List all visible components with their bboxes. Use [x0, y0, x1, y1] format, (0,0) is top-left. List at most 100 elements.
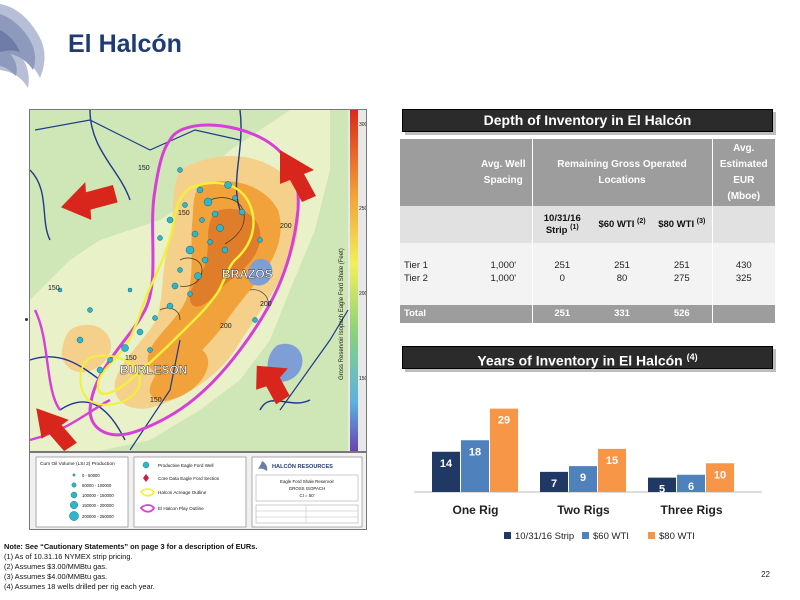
bar-value-label: 6 — [688, 481, 694, 493]
legend-item: Halcon Acreage Outline — [158, 490, 207, 495]
table-row: Tier 1 1,000' 251 251 251 430 — [400, 258, 775, 273]
footnote-line: (3) Assumes $4.00/MMBtu gas. — [4, 572, 108, 581]
legend-map-title: Eagle Ford Shale Reservoir — [280, 479, 334, 484]
table-row: Tier 2 1,000' 0 80 275 325 — [400, 272, 775, 286]
bar-value-label: 29 — [498, 415, 510, 427]
inventory-depth-header: Depth of Inventory in El Halcón — [402, 109, 773, 132]
map-legend: Cum Oil Volume (LSI 2) Production 0 - 50… — [29, 452, 367, 530]
legend-swatch — [582, 532, 589, 539]
inventory-depth-header-text: Depth of Inventory in El Halcón — [483, 112, 692, 128]
colorbar-tick: 250 — [359, 206, 367, 212]
row-label: Tier 2 — [400, 272, 475, 286]
cell-spacing: 1,000' — [475, 272, 532, 286]
contour-label: 150 — [125, 355, 137, 362]
category-label: One Rig — [452, 503, 498, 517]
total-wti80: 526 — [652, 304, 712, 323]
cell-eur: 325 — [711, 272, 775, 286]
legend-map-title: GROSS ISOPACH — [289, 486, 326, 491]
bar-value-label: 15 — [606, 455, 618, 467]
legend-item: El Halcon Play Outline — [158, 506, 204, 511]
bar-one-rig-2 — [490, 408, 518, 492]
sub-header-60: $60 WTI (2) — [592, 206, 652, 243]
total-label: Total — [400, 304, 475, 323]
bar-value-label: 18 — [469, 446, 481, 458]
total-wti60: 331 — [592, 304, 652, 323]
category-label: Three Rigs — [660, 503, 722, 517]
bar-one-rig-1 — [461, 440, 489, 492]
inventory-table: Avg. Well Spacing Remaining Gross Operat… — [400, 139, 775, 323]
footnote-line: (1) As of 10.31.16 NYMEX strip pricing. — [4, 552, 133, 561]
legend-cum-range: 50000 - 100000 — [82, 483, 112, 488]
burleson-label: BURLESON — [120, 363, 187, 377]
bar-value-label: 9 — [580, 472, 586, 484]
colorbar-title: Gross Reservoir Isopach Eagle Ford Shale… — [339, 248, 345, 380]
total-strip: 251 — [531, 304, 592, 323]
cell-wti80: 275 — [652, 272, 712, 286]
page-number: 22 — [761, 570, 770, 579]
legend-map-title: CI = 50' — [299, 493, 314, 498]
colorbar-tick: 300 — [359, 122, 367, 128]
legend-label: $80 WTI — [659, 531, 695, 542]
sub-header-strip: 10/31/16 Strip (1) — [531, 206, 592, 243]
falcon-logo-icon — [0, 4, 45, 88]
bar-value-label: 7 — [551, 478, 557, 490]
col-header-remaining: Remaining Gross Operated Locations — [531, 139, 712, 207]
legend-cum-range: 100000 - 150000 — [82, 493, 114, 498]
inventory-years-header: Years of Inventory in El Halcón (4) — [402, 346, 773, 369]
contour-label: 150 — [48, 285, 60, 292]
colorbar-tick: 150 — [359, 376, 367, 382]
bar-two-rigs-0 — [540, 471, 568, 492]
bar-value-label: 14 — [440, 458, 453, 470]
contour-label: 200 — [220, 323, 232, 330]
legend-swatch — [648, 532, 655, 539]
legend-cum-range: 150000 - 200000 — [82, 503, 114, 508]
bar-three-rigs-2 — [706, 463, 734, 492]
cell-eur: 430 — [711, 258, 775, 273]
inventory-years-header-text: Years of Inventory in El Halcón — [477, 352, 683, 369]
cell-wti60: 80 — [592, 272, 652, 286]
col-header-eur: Avg. Estimated EUR (Mboe) — [711, 139, 775, 207]
footnote-line: (4) Assumes 18 wells drilled per rig eac… — [4, 582, 155, 591]
cell-wti80: 251 — [652, 258, 712, 273]
footnote: Note: See “Cautionary Statements” on pag… — [4, 542, 404, 592]
contour-label: 150 — [138, 165, 150, 172]
cell-spacing: 1,000' — [475, 258, 532, 273]
bar-value-label: 10 — [714, 469, 726, 481]
bar-three-rigs-0 — [648, 477, 676, 492]
years-inventory-chart: 14 18 29 One Rig 7 9 15 Two Rigs 5 6 10 Three Rigs 1… — [414, 408, 762, 542]
legend-label: 10/31/16 Strip — [515, 531, 574, 542]
bar-two-rigs-1 — [569, 466, 597, 492]
row-label: Tier 1 — [400, 258, 475, 273]
legend-cum-title: Cum Oil Volume (LSI 2) Production — [40, 461, 115, 467]
sub-header-80: $80 WTI (3) — [652, 206, 712, 243]
col-header-spacing: Avg. Well Spacing — [475, 139, 532, 207]
contour-label: 150 — [178, 210, 190, 217]
isopach-map: BRAZOS BURLESON 150 150 150 150 150 200 … — [29, 109, 367, 452]
cell-wti60: 251 — [592, 258, 652, 273]
legend-item: Productive Eagle Ford Well — [158, 463, 214, 468]
contour-label: 200 — [280, 223, 292, 230]
map-marker — [25, 318, 28, 321]
legend-label: $60 WTI — [593, 531, 629, 542]
bar-three-rigs-1 — [677, 474, 705, 492]
contour-label: 150 — [150, 397, 162, 404]
colorbar-tick: 200 — [359, 291, 367, 297]
bar-value-label: 5 — [659, 484, 665, 496]
bar-two-rigs-2 — [598, 448, 626, 492]
brazos-label: BRAZOS — [222, 267, 273, 281]
legend-item: Core Data Eagle Ford Section — [158, 476, 220, 481]
cell-strip: 251 — [531, 258, 592, 273]
inventory-years-header-note: (4) — [686, 352, 698, 362]
contour-label: 200 — [260, 301, 272, 308]
bar-one-rig-0 — [432, 451, 460, 492]
legend-cum-range: 200000 - 250000 — [82, 514, 114, 519]
table-total-row: Total 251 331 526 — [400, 304, 775, 323]
footnote-line: (2) Assumes $3.00/MMBtu gas. — [4, 562, 108, 571]
legend-company: HALCÓN RESOURCES — [272, 462, 333, 470]
legend-cum-range: 0 - 50000 — [82, 473, 100, 478]
category-label: Two Rigs — [557, 503, 610, 517]
footnote-note: Note: See “Cautionary Statements” on pag… — [4, 542, 258, 551]
legend-swatch — [504, 532, 511, 539]
cell-strip: 0 — [531, 272, 592, 286]
page-title: El Halcón — [68, 30, 182, 58]
